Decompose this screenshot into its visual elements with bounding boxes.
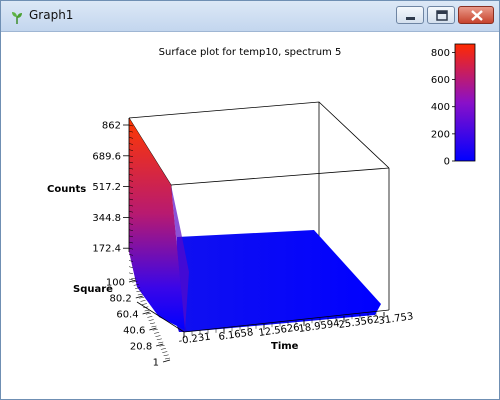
surface-chart: Surface plot for temp10, spectrum 5 xyxy=(9,32,493,393)
y-minor-tick xyxy=(139,297,144,298)
y-minor-tick xyxy=(147,316,152,317)
z-axis: 862 689.6 517.2 344.8 172.4 xyxy=(92,121,133,281)
x-axis-title: Time xyxy=(271,341,299,352)
colorbar-tick-label: 200 xyxy=(431,129,450,140)
z-tick-label: 172.4 xyxy=(92,244,121,255)
plant-icon xyxy=(9,9,25,25)
y-tick-mark xyxy=(163,360,170,362)
z-tick-label: 862 xyxy=(102,121,121,132)
y-minor-tick xyxy=(165,358,170,359)
y-minor-tick xyxy=(141,300,146,301)
y-tick-label: 80.2 xyxy=(110,294,132,305)
y-minor-tick xyxy=(138,294,143,295)
y-minor-tick xyxy=(145,310,150,311)
y-minor-tick xyxy=(162,352,167,353)
y-minor-tick xyxy=(149,320,154,321)
y-minor-tick xyxy=(153,329,158,330)
y-tick-label: 20.8 xyxy=(130,342,152,353)
close-icon xyxy=(459,7,495,25)
y-minor-tick xyxy=(164,355,169,356)
chart-title: Surface plot for temp10, spectrum 5 xyxy=(159,47,342,58)
z-axis-title: Counts xyxy=(47,184,86,195)
x-tick-label: -0.231 xyxy=(178,332,211,347)
y-minor-tick xyxy=(151,326,156,327)
z-minor-tick xyxy=(129,273,133,274)
y-minor-tick xyxy=(157,339,162,340)
colorbar-tick-label: 800 xyxy=(431,48,450,59)
y-minor-tick xyxy=(160,345,165,346)
maximize-button[interactable] xyxy=(427,6,455,24)
z-tick-label: 517.2 xyxy=(92,182,121,193)
close-button[interactable] xyxy=(458,6,494,24)
y-tick-label: 40.6 xyxy=(123,326,145,337)
y-tick-label: 60.4 xyxy=(116,310,138,321)
y-minor-tick xyxy=(161,348,166,349)
y-minor-tick xyxy=(154,332,159,333)
plot-area: Surface plot for temp10, spectrum 5 xyxy=(9,32,493,393)
colorbar xyxy=(455,44,475,161)
minimize-button[interactable] xyxy=(396,6,424,24)
y-minor-tick xyxy=(150,323,155,324)
y-tick-label: 1 xyxy=(153,358,159,369)
colorbar-tick-label: 400 xyxy=(431,102,450,113)
x-tick-label: 31.753 xyxy=(378,311,414,327)
colorbar-scale: 0 200 400 600 800 xyxy=(431,48,455,168)
minimize-icon xyxy=(397,7,425,25)
y-minor-tick xyxy=(142,304,147,305)
y-minor-tick xyxy=(146,313,151,314)
z-minor-tick xyxy=(129,279,133,280)
y-minor-tick xyxy=(158,342,163,343)
title-bar[interactable]: Graph1 xyxy=(1,1,499,32)
maximize-icon xyxy=(428,7,456,25)
colorbar-tick-label: 0 xyxy=(444,157,450,168)
surface-floor xyxy=(174,230,381,332)
x-tick-label: 6.1658 xyxy=(218,327,254,343)
y-axis-title: Square xyxy=(73,284,113,295)
colorbar-tick-label: 600 xyxy=(431,75,450,86)
window-title: Graph1 xyxy=(29,8,73,22)
y-minor-tick xyxy=(155,336,160,337)
z-tick-label: 689.6 xyxy=(92,151,121,162)
z-tick-label: 344.8 xyxy=(92,213,121,224)
